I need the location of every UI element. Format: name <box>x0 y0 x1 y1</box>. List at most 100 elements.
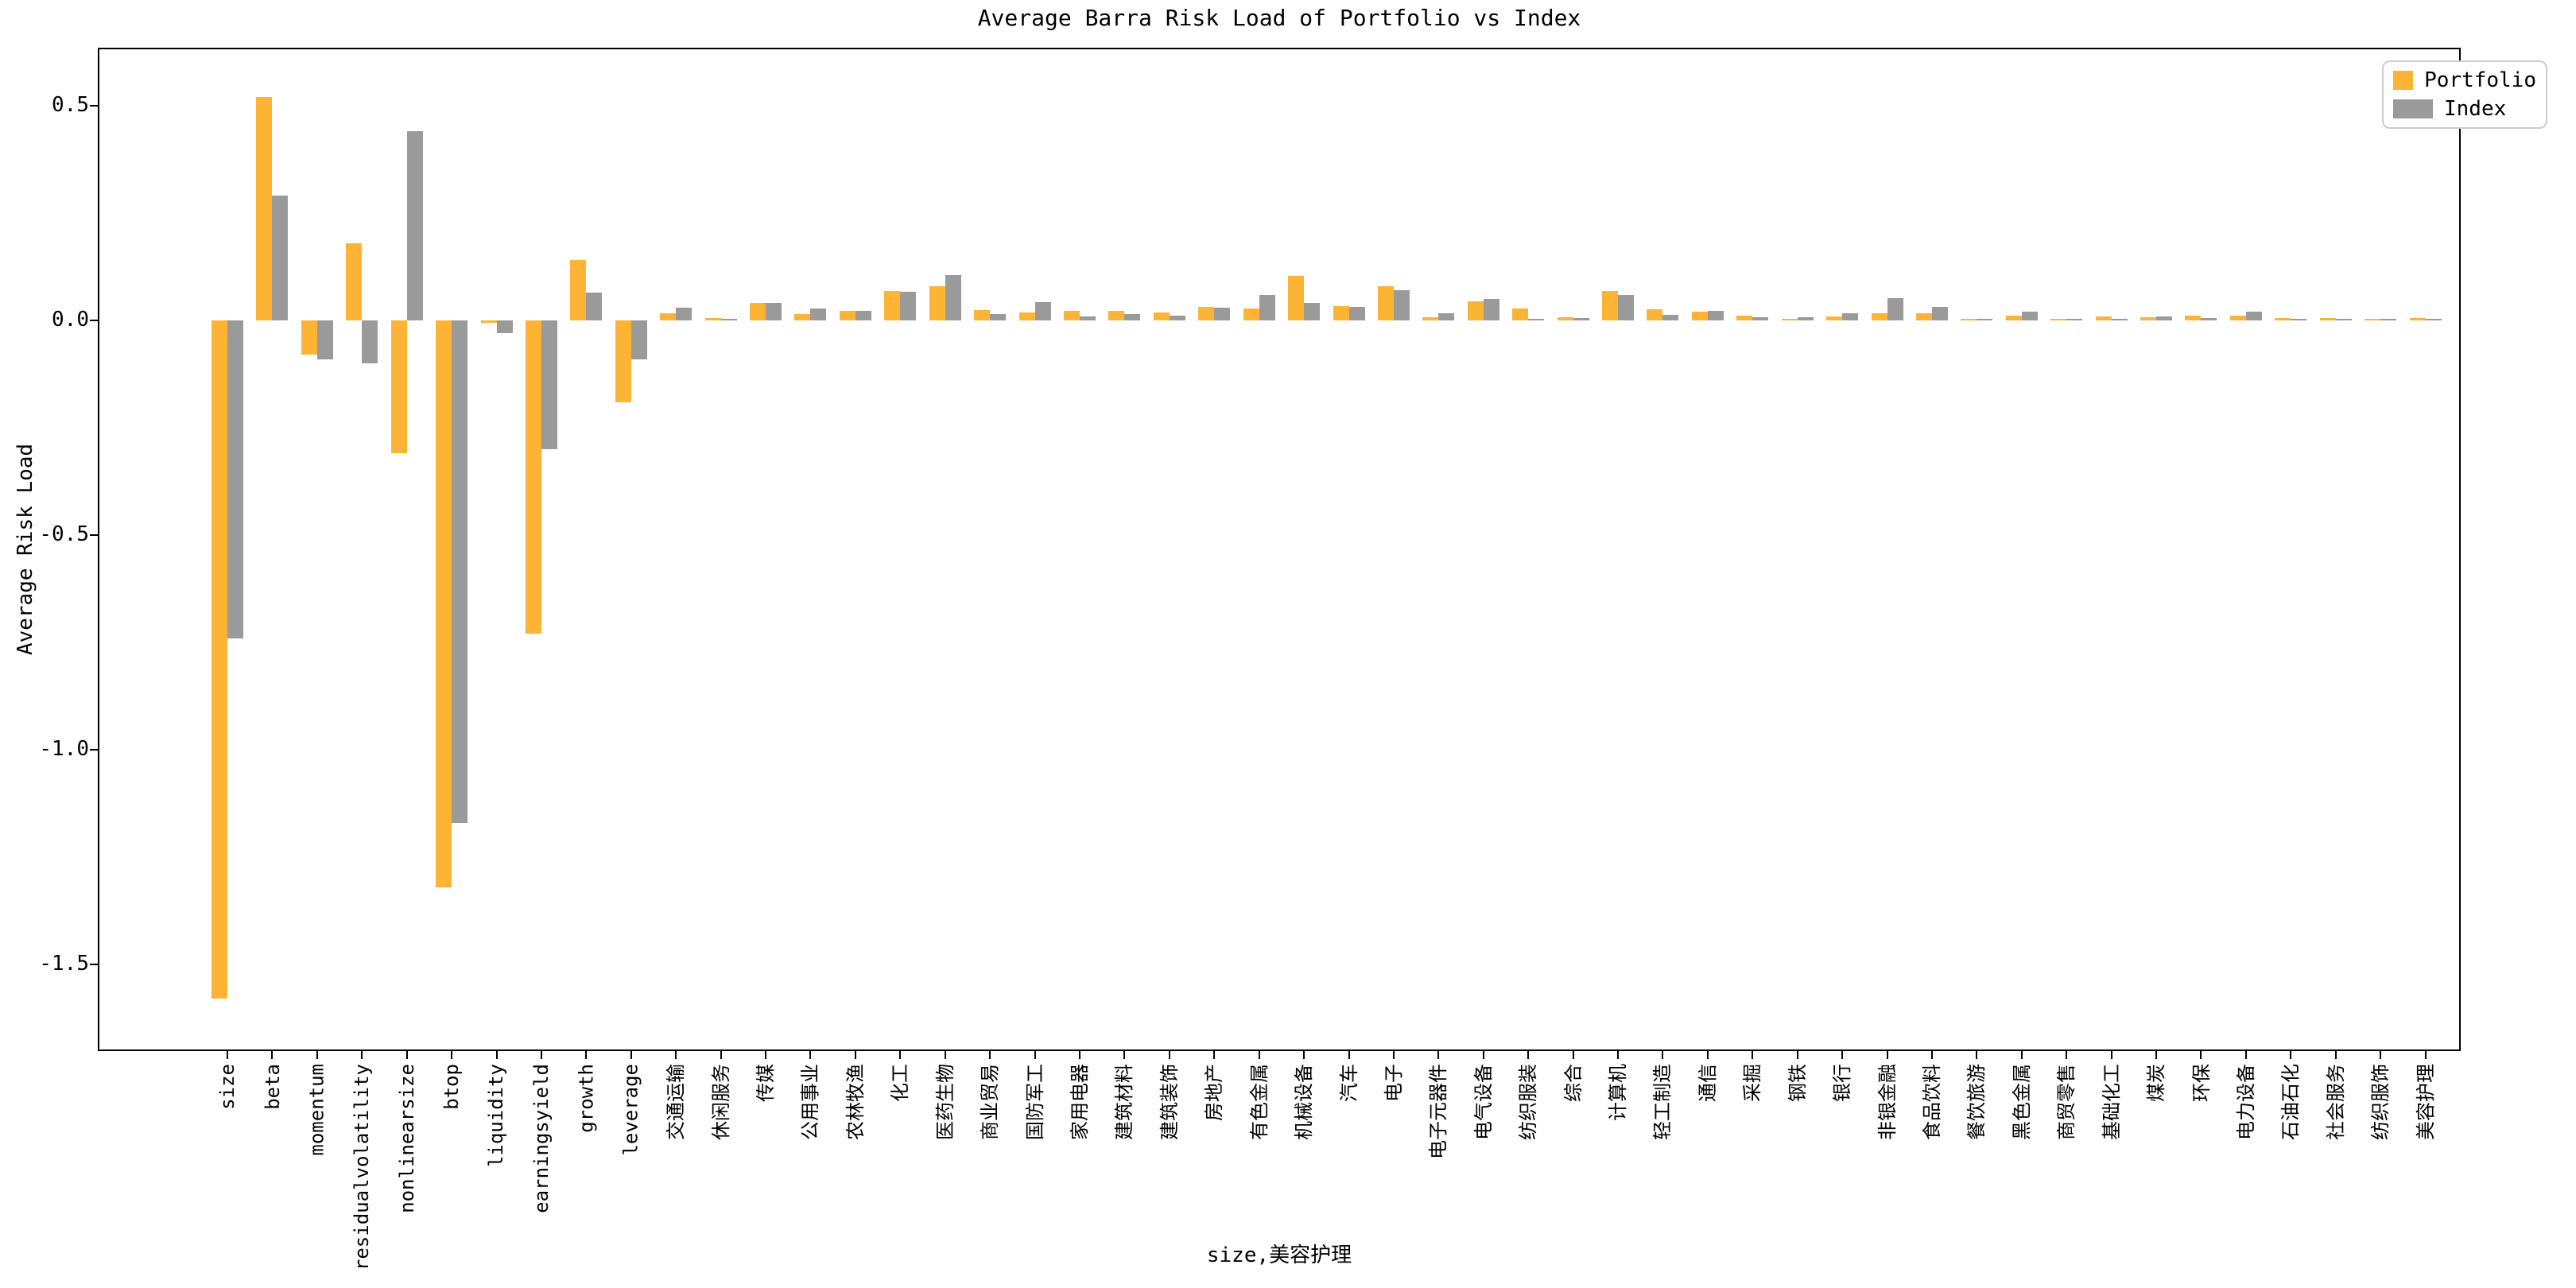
x-tick-mark <box>2110 1051 2112 1059</box>
x-tick-label: 国防军工 <box>1023 1064 1046 1140</box>
x-tick-label: 综合 <box>1562 1064 1585 1102</box>
x-tick-label: 休闲服务 <box>709 1064 732 1140</box>
x-tick-mark <box>405 1051 408 1059</box>
bar-index <box>1304 303 1321 320</box>
bar-index <box>2156 316 2173 320</box>
x-tick-label: 通信 <box>1696 1064 1719 1102</box>
bar-portfolio <box>390 320 407 454</box>
bar-portfolio <box>1377 286 1394 320</box>
x-tick-label: momentum <box>305 1064 328 1156</box>
bar-portfolio <box>884 291 901 320</box>
bar-portfolio <box>1018 312 1035 320</box>
x-tick-label: growth <box>575 1064 598 1133</box>
bar-portfolio <box>974 310 991 320</box>
x-tick-label: 纺织服饰 <box>2369 1064 2392 1140</box>
y-tick-label: -1.0 <box>39 737 89 761</box>
bar-index <box>1393 289 1410 320</box>
bar-index <box>2425 319 2442 320</box>
bar-index <box>766 303 782 320</box>
bar-index <box>1259 295 1275 320</box>
x-tick-mark <box>451 1051 453 1059</box>
bar-portfolio <box>1467 301 1484 320</box>
bar-index <box>316 320 333 359</box>
y-tick-mark <box>90 534 98 536</box>
bar-portfolio <box>1602 290 1619 320</box>
x-tick-mark <box>1437 1051 1440 1059</box>
x-tick-mark <box>2155 1051 2158 1059</box>
bar-portfolio <box>2319 318 2336 320</box>
x-tick-mark <box>2200 1051 2202 1059</box>
bar-index <box>2291 318 2307 320</box>
x-tick-mark <box>1213 1051 1216 1059</box>
x-tick-label: 化工 <box>889 1064 912 1102</box>
y-tick-mark <box>90 105 98 107</box>
bar-portfolio <box>525 320 541 634</box>
y-axis-label: Average Risk Load <box>14 443 37 656</box>
x-tick-mark <box>1752 1051 1754 1059</box>
x-tick-label: 汽车 <box>1337 1064 1360 1102</box>
bar-portfolio <box>929 286 945 320</box>
x-tick-label: 商贸零售 <box>2055 1064 2078 1140</box>
x-tick-label: 环保 <box>2190 1064 2213 1102</box>
x-tick-mark <box>1258 1051 1260 1059</box>
x-tick-label: nonlinearsize <box>395 1064 418 1213</box>
x-tick-mark <box>1617 1051 1620 1059</box>
bar-index <box>1887 298 1903 320</box>
bar-portfolio <box>1108 311 1125 320</box>
x-tick-mark <box>1482 1051 1484 1059</box>
bar-portfolio <box>1422 317 1439 320</box>
bar-index <box>2201 318 2217 320</box>
bar-index <box>362 320 378 363</box>
x-tick-mark <box>1392 1051 1395 1059</box>
bar-index <box>452 320 468 823</box>
bar-portfolio <box>301 320 317 355</box>
bar-portfolio <box>480 320 497 323</box>
bar-index <box>1483 299 1499 320</box>
x-tick-mark <box>899 1051 902 1059</box>
bar-index <box>720 319 737 320</box>
bar-portfolio <box>256 97 273 320</box>
bar-index <box>1573 318 1589 320</box>
bar-index <box>1214 308 1231 320</box>
index-color-swatch <box>2393 99 2433 118</box>
legend: Portfolio Index <box>2382 60 2547 129</box>
x-tick-mark <box>1841 1051 1844 1059</box>
x-tick-label: 房地产 <box>1203 1064 1226 1121</box>
y-tick-label: 0.5 <box>52 93 89 117</box>
bar-index <box>1707 311 1724 320</box>
legend-item-index: Index <box>2393 97 2536 121</box>
x-tick-label: 医药生物 <box>933 1064 956 1140</box>
x-tick-label: 电气设备 <box>1472 1064 1495 1140</box>
bar-portfolio <box>704 318 721 320</box>
bar-index <box>1438 313 1455 320</box>
x-tick-mark <box>854 1051 856 1059</box>
bar-index <box>1618 294 1635 320</box>
bar-portfolio <box>2229 316 2246 320</box>
x-tick-mark <box>2380 1051 2382 1059</box>
x-tick-label: 电力设备 <box>2234 1064 2257 1140</box>
bar-index <box>810 308 827 320</box>
x-tick-label: size <box>216 1064 239 1110</box>
x-tick-label: 轻工制造 <box>1651 1064 1674 1140</box>
x-tick-label: earningsyield <box>530 1064 553 1213</box>
x-tick-mark <box>2424 1051 2427 1059</box>
x-tick-label: 食品饮料 <box>1920 1064 1943 1140</box>
legend-label-portfolio: Portfolio <box>2424 68 2536 92</box>
x-tick-mark <box>630 1051 632 1059</box>
x-tick-mark <box>271 1051 274 1059</box>
bar-index <box>541 320 557 449</box>
x-tick-mark <box>1168 1051 1170 1059</box>
x-tick-label: residualvolatility <box>351 1064 374 1271</box>
bar-index <box>227 320 243 638</box>
x-tick-mark <box>1078 1051 1080 1059</box>
x-tick-label: leverage <box>619 1064 642 1156</box>
bar-portfolio <box>1512 308 1529 320</box>
bar-portfolio <box>1826 316 1843 320</box>
x-tick-label: 煤炭 <box>2145 1064 2168 1102</box>
bar-index <box>1124 313 1141 320</box>
bar-index <box>676 308 692 320</box>
bar-index <box>2335 319 2352 320</box>
x-tick-label: 石油石化 <box>2279 1064 2302 1140</box>
bar-portfolio <box>570 260 587 320</box>
